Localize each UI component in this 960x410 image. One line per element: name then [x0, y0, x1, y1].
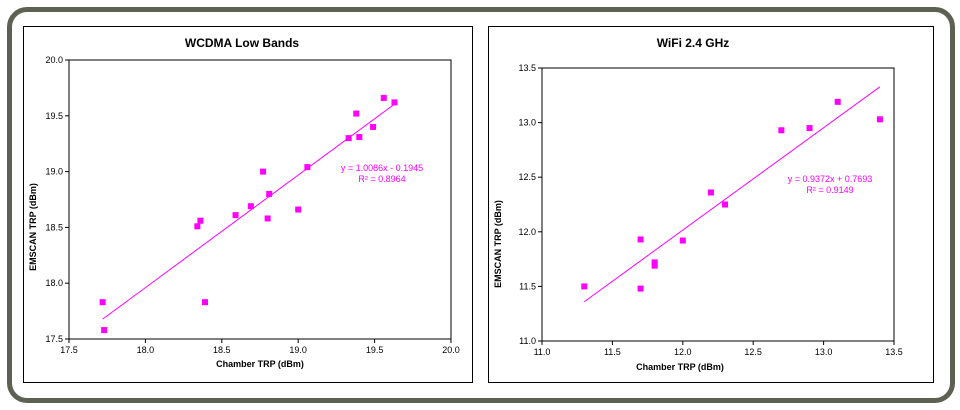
data-point [194, 223, 201, 230]
trendline-equation: y = 1.0086x - 0.1945 [341, 163, 423, 173]
y-tick-label: 11.0 [519, 336, 536, 346]
y-tick-label: 12.0 [518, 227, 536, 237]
data-point [707, 189, 714, 196]
data-point [304, 164, 311, 171]
x-tick-label: 19.5 [366, 345, 384, 355]
data-point [581, 283, 588, 290]
r-squared-label: R² = 0.9149 [806, 185, 853, 195]
x-tick-label: 18.0 [137, 345, 155, 355]
y-tick-label: 18.5 [45, 222, 63, 232]
y-tick-label: 12.5 [518, 172, 536, 182]
chart-wifi: WiFi 2.4 GHz Chamber TRP (dBm) EMSCAN TR… [493, 36, 903, 372]
data-point [391, 99, 398, 106]
data-point [722, 201, 729, 208]
y-axis-label: EMSCAN TRP (dBm) [28, 183, 38, 271]
data-point [778, 127, 785, 134]
data-point [356, 134, 363, 141]
x-tick-label: 12.0 [674, 347, 692, 357]
y-axis-label: EMSCAN TRP (dBm) [493, 200, 503, 288]
chart-title: WCDMA Low Bands [185, 36, 300, 50]
x-tick-label: 19.0 [289, 345, 307, 355]
y-tick-label: 19.5 [45, 111, 63, 121]
x-tick-label: 13.0 [815, 347, 833, 357]
plot-area-border [68, 59, 452, 340]
chart-title: WiFi 2.4 GHz [657, 36, 730, 50]
data-point [876, 116, 883, 123]
chart-marks: 11.0 11.5 12.0 12.5 13.0 13.5 11.0 11.5 12.0 12.5… [518, 63, 902, 357]
data-point [353, 110, 360, 117]
data-point [380, 94, 387, 101]
y-tick-label: 17.5 [45, 334, 63, 344]
data-point [295, 206, 302, 213]
data-point [834, 98, 841, 105]
x-tick-label: 12.5 [744, 347, 762, 357]
data-point [264, 215, 271, 222]
y-tick-label: 13.0 [518, 118, 536, 128]
data-point [637, 236, 644, 243]
data-point [651, 259, 658, 266]
x-axis-label: Chamber TRP (dBm) [216, 359, 304, 369]
data-point [201, 299, 208, 306]
x-tick-label: 18.5 [213, 345, 231, 355]
data-point [260, 168, 267, 175]
chart-panel-wcdma: WCDMA Low Bands Chamber TRP (dBm) EMSCAN… [23, 26, 473, 383]
data-point [806, 125, 813, 132]
data-point [247, 203, 254, 210]
data-point [99, 299, 106, 306]
data-point [101, 327, 108, 334]
data-point [637, 285, 644, 292]
data-point [651, 262, 658, 269]
data-point [232, 212, 239, 219]
data-point [370, 123, 377, 130]
x-tick-label: 11.5 [604, 347, 621, 357]
chart-marks: 17.5 18.0 18.5 19.0 19.5 20.0 17.5 18.0 18.5 19.0… [45, 55, 459, 355]
y-tick-label: 13.5 [518, 63, 536, 73]
data-point [345, 135, 352, 142]
r-squared-label: R² = 0.8964 [358, 174, 405, 184]
x-tick-label: 11.0 [534, 347, 551, 357]
chart-panel-wifi: WiFi 2.4 GHz Chamber TRP (dBm) EMSCAN TR… [488, 26, 934, 383]
x-axis-label: Chamber TRP (dBm) [636, 362, 724, 372]
x-tick-label: 13.5 [885, 347, 903, 357]
trendline-equation: y = 0.9372x + 0.7693 [788, 174, 873, 184]
trendline [583, 86, 881, 303]
data-point [266, 190, 273, 197]
x-tick-label: 20.0 [442, 345, 460, 355]
y-tick-label: 19.0 [45, 167, 63, 177]
chart-wcdma: WCDMA Low Bands Chamber TRP (dBm) EMSCAN… [28, 36, 460, 369]
y-tick-label: 18.0 [45, 278, 63, 288]
x-tick-label: 17.5 [60, 345, 78, 355]
data-point [679, 237, 686, 244]
data-point [197, 217, 204, 224]
plot-area-border [541, 67, 895, 342]
y-tick-label: 11.5 [519, 281, 536, 291]
y-tick-label: 20.0 [45, 55, 63, 65]
